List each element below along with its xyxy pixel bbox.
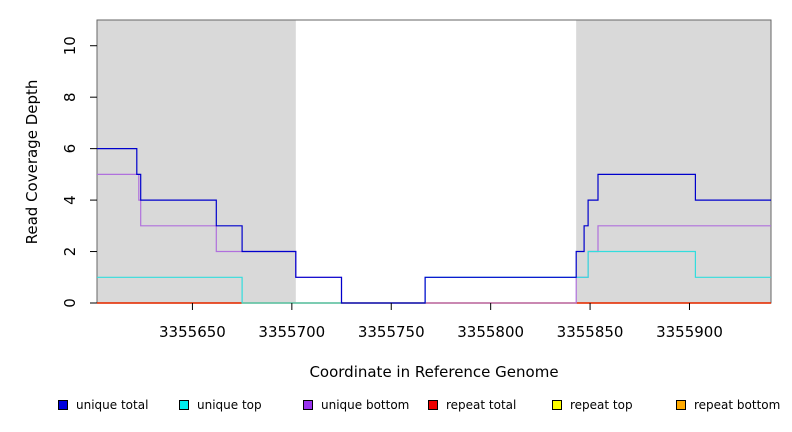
x-tick-label: 3355650 [159, 323, 226, 341]
legend-item-unique-top: unique top [179, 398, 262, 412]
legend-swatch [303, 400, 313, 410]
legend-swatch [428, 400, 438, 410]
shaded-region-1 [576, 20, 771, 303]
legend-swatch [676, 400, 686, 410]
y-tick-label: 6 [61, 144, 79, 154]
y-tick-label: 4 [61, 195, 79, 205]
legend-item-repeat-bottom: repeat bottom [676, 398, 780, 412]
shaded-region-0 [97, 20, 296, 303]
legend-item-unique-bottom: unique bottom [303, 398, 409, 412]
legend-item-repeat-total: repeat total [428, 398, 516, 412]
y-axis-label: Read Coverage Depth [23, 80, 41, 245]
y-tick-label: 10 [61, 36, 79, 55]
y-axis: 0 2 4 6 8 10 [61, 36, 97, 308]
y-tick-label: 8 [61, 92, 79, 102]
x-tick-label: 3355750 [358, 323, 425, 341]
x-tick-label: 3355850 [557, 323, 624, 341]
y-tick-label: 0 [61, 298, 79, 308]
legend-item-unique-total: unique total [58, 398, 148, 412]
x-tick-label: 3355700 [258, 323, 325, 341]
legend-item-repeat-top: repeat top [552, 398, 633, 412]
legend-label: unique total [76, 398, 149, 412]
legend-label: unique top [197, 398, 262, 412]
legend-swatch [179, 400, 189, 410]
series-lines [97, 148, 771, 304]
shaded-regions [97, 20, 771, 303]
x-axis-label: Coordinate in Reference Genome [309, 363, 558, 381]
legend: unique total unique top unique bottom re… [0, 398, 792, 420]
y-tick-label: 2 [61, 247, 79, 257]
legend-swatch [58, 400, 68, 410]
legend-label: unique bottom [321, 398, 410, 412]
legend-label: repeat total [446, 398, 517, 412]
x-axis: 3355650 3355700 3355750 3355800 3355850 33559… [159, 303, 723, 341]
series-line-unique-total [97, 148, 771, 304]
legend-label: repeat top [570, 398, 633, 412]
legend-label: repeat bottom [694, 398, 781, 412]
x-tick-label: 3355900 [656, 323, 723, 341]
legend-swatch [552, 400, 562, 410]
x-tick-label: 3355800 [457, 323, 524, 341]
